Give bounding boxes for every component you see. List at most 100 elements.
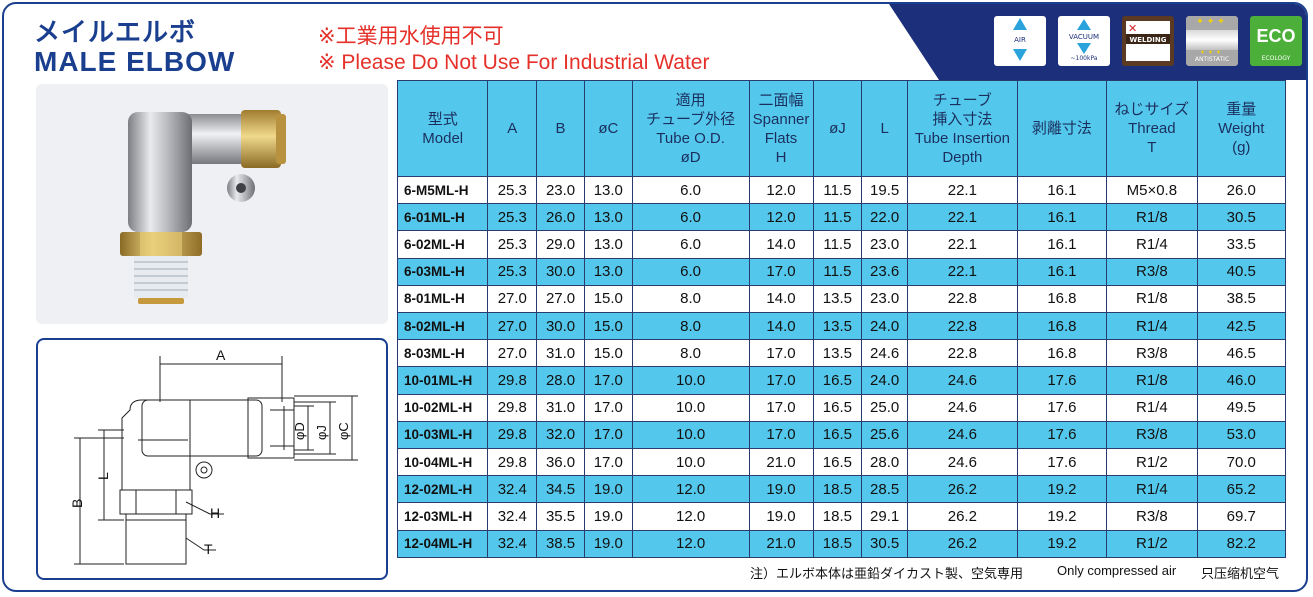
table-cell: 17.0	[748, 420, 814, 450]
table-cell: 36.0	[536, 448, 585, 477]
table-cell: 40.5	[1196, 257, 1287, 286]
column-header: 型式 Model	[396, 80, 489, 177]
table-cell: 30.0	[536, 257, 585, 286]
column-header: L	[861, 80, 908, 177]
model-cell: 8-03ML-H	[396, 339, 489, 368]
table-cell: 12.0	[631, 502, 750, 531]
table-cell: 22.1	[907, 257, 1018, 286]
table-cell: 26.0	[1196, 175, 1287, 205]
table-cell: R1/2	[1106, 529, 1198, 559]
model-cell: 12-03ML-H	[396, 502, 489, 531]
table-cell: 19.5	[861, 175, 908, 205]
model-cell: 10-01ML-H	[396, 366, 489, 395]
table-cell: 30.5	[861, 529, 908, 559]
table-cell: 12.0	[631, 529, 750, 559]
table-cell: R1/8	[1106, 366, 1198, 395]
ecology-icon: ECO ECOLOGY	[1250, 16, 1302, 66]
table-cell: 22.0	[861, 203, 908, 232]
table-cell: 17.6	[1016, 448, 1108, 477]
table-cell: 46.0	[1196, 366, 1287, 395]
column-header: ねじサイズ Thread T	[1106, 80, 1198, 177]
product-photo	[36, 84, 388, 324]
table-row: 10-01ML-H 29.8 28.0 17.0 10.0 17.0 16.5 24.0 24.…	[396, 366, 1287, 395]
model-cell: 12-04ML-H	[396, 529, 489, 559]
table-cell: 28.5	[861, 475, 908, 504]
table-cell: 29.8	[487, 448, 538, 477]
table-cell: 46.5	[1196, 339, 1287, 368]
model-cell: 8-02ML-H	[396, 312, 489, 341]
column-header: 重量 Weight (g)	[1196, 80, 1287, 177]
table-cell: 19.0	[748, 475, 814, 504]
warning-jp: ※工業用水使用不可	[318, 25, 504, 48]
table-cell: 42.5	[1196, 312, 1287, 341]
model-cell: 12-02ML-H	[396, 475, 489, 504]
antistatic-icon: ✦✦✦ ✦✦✦ ANTISTATIC	[1186, 16, 1238, 66]
table-cell: 29.0	[536, 230, 585, 259]
table-cell: 32.4	[487, 529, 538, 559]
table-cell: 19.0	[748, 502, 814, 531]
table-row: 10-02ML-H 29.8 31.0 17.0 10.0 17.0 16.5 25.0 24.…	[396, 393, 1287, 422]
table-cell: 22.8	[907, 312, 1018, 341]
table-cell: 26.2	[907, 475, 1018, 504]
table-cell: 27.0	[487, 284, 538, 314]
dim-label-h: H	[210, 505, 220, 521]
table-cell: 18.5	[812, 502, 863, 531]
model-cell: 6-01ML-H	[396, 203, 489, 232]
table-cell: 13.0	[583, 230, 633, 259]
table-cell: 8.0	[631, 312, 750, 341]
footnote-jp: 注）エルボ本体は亜鉛ダイカスト製、空気専用	[750, 566, 1024, 581]
table-cell: 53.0	[1196, 420, 1287, 450]
table-row: 8-01ML-H 27.0 27.0 15.0 8.0 14.0 13.5 23.0 22.8 1…	[396, 284, 1287, 314]
table-cell: 16.1	[1016, 175, 1108, 205]
table-cell: 23.0	[536, 175, 585, 205]
table-cell: R3/8	[1106, 339, 1198, 368]
table-cell: 17.0	[583, 366, 633, 395]
column-header: øJ	[812, 80, 863, 177]
table-cell: 32.4	[487, 502, 538, 531]
table-cell: 13.0	[583, 257, 633, 286]
table-cell: 22.8	[907, 284, 1018, 314]
welding-icon: ✕ WELDING	[1122, 16, 1174, 66]
table-cell: 23.6	[861, 257, 908, 286]
table-cell: 31.0	[536, 339, 585, 368]
table-cell: M5×0.8	[1106, 175, 1198, 205]
table-cell: 24.6	[907, 366, 1018, 395]
elbow-fitting-image	[120, 110, 286, 304]
table-cell: 13.5	[812, 284, 863, 314]
table-cell: 17.6	[1016, 393, 1108, 422]
table-cell: 38.5	[1196, 284, 1287, 314]
table-cell: 16.1	[1016, 203, 1108, 232]
table-cell: 26.2	[907, 529, 1018, 559]
column-header: チューブ 挿入寸法 Tube Insertion Depth	[907, 80, 1018, 177]
table-cell: 25.3	[487, 203, 538, 232]
table-cell: 25.0	[861, 393, 908, 422]
table-cell: 16.1	[1016, 257, 1108, 286]
table-cell: 12.0	[748, 175, 814, 205]
column-header: A	[487, 80, 538, 177]
dim-label-b: B	[69, 499, 85, 508]
table-cell: R3/8	[1106, 420, 1198, 450]
table-cell: 24.6	[907, 420, 1018, 450]
table-cell: 31.0	[536, 393, 585, 422]
table-cell: 15.0	[583, 312, 633, 341]
table-row: 8-02ML-H 27.0 30.0 15.0 8.0 14.0 13.5 24.0 22.8 1…	[396, 312, 1287, 341]
table-cell: 23.0	[861, 284, 908, 314]
table-cell: 29.1	[861, 502, 908, 531]
table-cell: 27.0	[487, 312, 538, 341]
table-cell: 16.1	[1016, 230, 1108, 259]
table-cell: 17.0	[748, 366, 814, 395]
vacuum-icon: VACUUM ~100kPa	[1058, 16, 1110, 66]
table-cell: 19.2	[1016, 502, 1108, 531]
table-cell: 25.6	[861, 420, 908, 450]
table-row: 12-02ML-H 32.4 34.5 19.0 12.0 19.0 18.5 28.5 26.…	[396, 475, 1287, 504]
table-cell: 25.3	[487, 175, 538, 205]
table-row: 10-03ML-H 29.8 32.0 17.0 10.0 17.0 16.5 25.6 24.…	[396, 420, 1287, 450]
table-cell: 69.7	[1196, 502, 1287, 531]
dim-label-oj: φJ	[314, 425, 329, 440]
table-row: 6-03ML-H 25.3 30.0 13.0 6.0 17.0 11.5 23.6 22.1 1…	[396, 257, 1287, 286]
table-cell: 23.0	[861, 230, 908, 259]
table-cell: 17.0	[583, 393, 633, 422]
table-cell: 22.1	[907, 175, 1018, 205]
table-cell: 22.1	[907, 230, 1018, 259]
